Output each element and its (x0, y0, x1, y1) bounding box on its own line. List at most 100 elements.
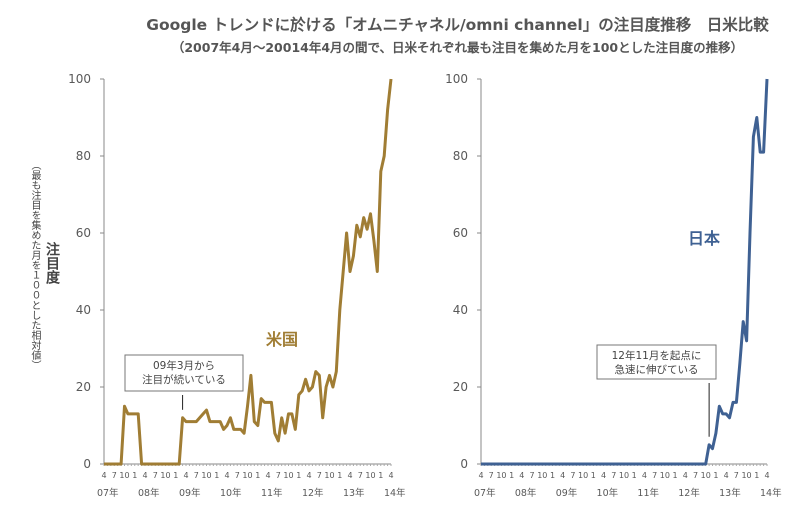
us-x-tick-label: 10 (242, 471, 252, 480)
us-x-tick-label: 7 (194, 471, 199, 480)
us-x-tick-label: 10 (160, 471, 170, 480)
japan-x-tick-label: 4 (601, 471, 606, 480)
japan-series-label: 日本 (688, 229, 720, 248)
japan-x-tick-label: 10 (619, 471, 629, 480)
us-year-label: 08年 (138, 487, 160, 499)
y-axis-sublabel: （最も注目を集めた月を１００とした相対値） (29, 160, 40, 370)
us-x-tick-label: 4 (306, 471, 311, 480)
us-y-tick-label: 20 (76, 380, 91, 394)
us-x-tick-label: 1 (255, 471, 260, 480)
us-x-tick-label: 7 (153, 471, 158, 480)
us-x-tick-label: 4 (347, 471, 352, 480)
japan-x-tick-label: 4 (642, 471, 647, 480)
japan-x-tick-label: 10 (741, 471, 751, 480)
japan-x-tick-label: 7 (530, 471, 535, 480)
japan-x-tick-label: 7 (611, 471, 616, 480)
japan-x-tick-label: 1 (550, 471, 555, 480)
japan-x-tick-label: 1 (754, 471, 759, 480)
us-x-tick-label: 1 (296, 471, 301, 480)
japan-x-tick-label: 4 (683, 471, 688, 480)
japan-x-tick-label: 4 (478, 471, 483, 480)
us-x-tick-label: 4 (183, 471, 188, 480)
japan-year-label: 11年 (637, 487, 659, 499)
japan-x-tick-label: 10 (578, 471, 588, 480)
us-x-tick-label: 7 (358, 471, 363, 480)
us-x-tick-label: 7 (235, 471, 240, 480)
y-axis-label: 注目度 (44, 242, 60, 284)
japan-year-label: 07年 (474, 487, 496, 499)
japan-x-tick-label: 4 (519, 471, 524, 480)
japan-year-label: 08年 (515, 487, 537, 499)
japan-series-line (481, 78, 769, 466)
us-year-label: 11年 (261, 487, 283, 499)
us-x-tick-label: 1 (214, 471, 219, 480)
japan-x-tick-label: 1 (632, 471, 637, 480)
japan-y-tick-label: 40 (453, 303, 468, 317)
japan-y-tick-label: 0 (460, 457, 468, 471)
us-x-tick-label: 1 (132, 471, 137, 480)
us-year-label: 10年 (220, 487, 242, 499)
chart-title: Google トレンドに於ける「オムニチャネル/omni channel」の注目… (146, 16, 769, 34)
us-year-label: 13年 (343, 487, 365, 499)
us-x-tick-label: 10 (119, 471, 129, 480)
us-x-tick-label: 1 (337, 471, 342, 480)
us-year-label: 09年 (179, 487, 201, 499)
japan-year-label: 09年 (556, 487, 578, 499)
us-y-tick-label: 0 (83, 457, 91, 471)
japan-y-tick-label: 100 (445, 72, 468, 86)
us-x-tick-label: 1 (173, 471, 178, 480)
japan-x-tick-label: 1 (591, 471, 596, 480)
us-x-tick-label: 4 (101, 471, 106, 480)
japan-y-tick-label: 20 (453, 380, 468, 394)
us-x-tick-label: 4 (142, 471, 147, 480)
japan-annotation-line1: 12年11月を起点に (612, 349, 702, 362)
japan-annotation-box (596, 344, 717, 380)
japan-year-label: 14年 (760, 487, 782, 499)
us-year-label: 14年 (384, 487, 406, 499)
japan-x-tick-label: 7 (652, 471, 657, 480)
us-x-tick-label: 10 (324, 471, 334, 480)
japan-x-tick-label: 10 (660, 471, 670, 480)
japan-year-label: 12年 (678, 487, 700, 499)
japan-x-tick-label: 4 (560, 471, 565, 480)
japan-year-label: 13年 (719, 487, 741, 499)
us-series-label: 米国 (266, 330, 298, 349)
us-year-label: 07年 (97, 487, 119, 499)
us-series-line (104, 78, 393, 466)
us-x-tick-label: 4 (224, 471, 229, 480)
japan-x-tick-label: 1 (509, 471, 514, 480)
japan-x-tick-label: 7 (489, 471, 494, 480)
us-x-tick-label: 4 (388, 471, 393, 480)
us-annotation-box (124, 354, 244, 392)
us-year-label: 12年 (302, 487, 324, 499)
us-x-tick-label: 10 (201, 471, 211, 480)
japan-x-tick-label: 10 (701, 471, 711, 480)
japan-x-tick-label: 10 (496, 471, 506, 480)
us-x-tick-label: 4 (265, 471, 270, 480)
japan-x-tick-label: 1 (673, 471, 678, 480)
japan-x-tick-label: 10 (537, 471, 547, 480)
us-y-tick-label: 40 (76, 303, 91, 317)
us-x-tick-label: 10 (283, 471, 293, 480)
us-y-tick-label: 100 (68, 72, 91, 86)
japan-annotation-line2: 急速に伸びている (615, 363, 699, 376)
us-x-tick-label: 10 (365, 471, 375, 480)
japan-x-tick-label: 7 (734, 471, 739, 480)
us-x-tick-label: 7 (317, 471, 322, 480)
us-annotation-line1: 09年3月から (153, 359, 215, 372)
japan-x-tick-label: 1 (713, 471, 718, 480)
us-x-tick-label: 1 (378, 471, 383, 480)
japan-y-tick-label: 60 (453, 226, 468, 240)
japan-x-tick-label: 4 (764, 471, 769, 480)
us-x-tick-label: 7 (276, 471, 281, 480)
japan-y-tick-label: 80 (453, 149, 468, 163)
us-annotation-line2: 注目が続いている (142, 373, 226, 386)
japan-year-label: 10年 (597, 487, 619, 499)
chart-subtitle: （2007年4月～20014年4月の間で、日米それぞれ最も注目を集めた月を100… (171, 40, 744, 55)
japan-x-tick-label: 7 (693, 471, 698, 480)
us-y-tick-label: 80 (76, 149, 91, 163)
japan-x-tick-label: 7 (570, 471, 575, 480)
us-y-tick-label: 60 (76, 226, 91, 240)
japan-x-tick-label: 4 (724, 471, 729, 480)
